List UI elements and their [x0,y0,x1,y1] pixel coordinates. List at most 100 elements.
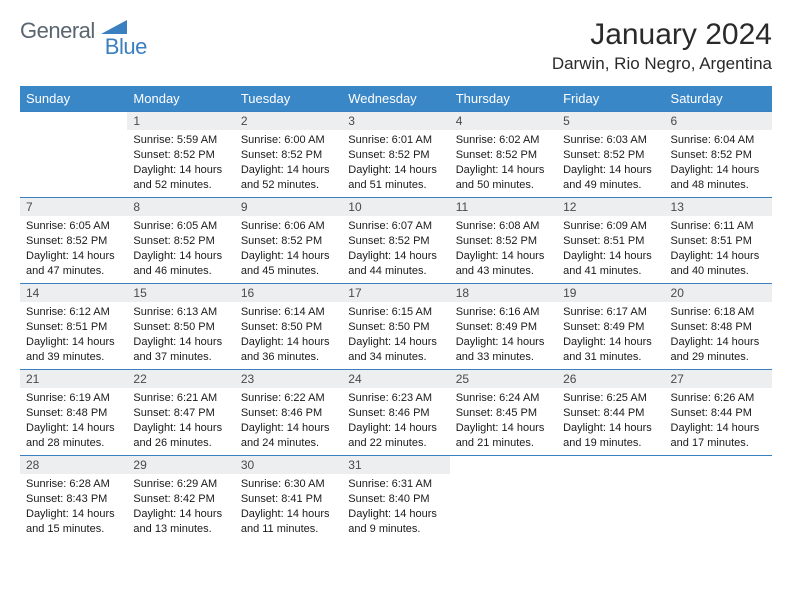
day-number: 18 [450,284,557,302]
calendar-day-cell: 23Sunrise: 6:22 AMSunset: 8:46 PMDayligh… [235,370,342,456]
sunset-line: Sunset: 8:50 PM [241,320,336,335]
calendar-day-cell: 27Sunrise: 6:26 AMSunset: 8:44 PMDayligh… [665,370,772,456]
calendar-day-cell: 28Sunrise: 6:28 AMSunset: 8:43 PMDayligh… [20,456,127,542]
sunrise-line: Sunrise: 6:00 AM [241,133,336,148]
sunrise-line: Sunrise: 6:09 AM [563,219,658,234]
sunset-line: Sunset: 8:42 PM [133,492,228,507]
day-number: 8 [127,198,234,216]
day-content: Sunrise: 6:11 AMSunset: 8:51 PMDaylight:… [665,216,772,282]
daylight-line: Daylight: 14 hours and 22 minutes. [348,421,443,451]
daylight-line: Daylight: 14 hours and 40 minutes. [671,249,766,279]
sunrise-line: Sunrise: 6:15 AM [348,305,443,320]
sunrise-line: Sunrise: 5:59 AM [133,133,228,148]
day-content: Sunrise: 6:17 AMSunset: 8:49 PMDaylight:… [557,302,664,368]
sunset-line: Sunset: 8:51 PM [563,234,658,249]
daylight-line: Daylight: 14 hours and 44 minutes. [348,249,443,279]
daylight-line: Daylight: 14 hours and 13 minutes. [133,507,228,537]
weekday-header: Tuesday [235,86,342,112]
calendar-day-cell: 18Sunrise: 6:16 AMSunset: 8:49 PMDayligh… [450,284,557,370]
day-number: 6 [665,112,772,130]
daylight-line: Daylight: 14 hours and 43 minutes. [456,249,551,279]
calendar-week-row: 28Sunrise: 6:28 AMSunset: 8:43 PMDayligh… [20,456,772,542]
day-number: 7 [20,198,127,216]
sunset-line: Sunset: 8:44 PM [563,406,658,421]
sunset-line: Sunset: 8:47 PM [133,406,228,421]
sunset-line: Sunset: 8:46 PM [348,406,443,421]
calendar-day-cell: 3Sunrise: 6:01 AMSunset: 8:52 PMDaylight… [342,112,449,198]
sunset-line: Sunset: 8:52 PM [241,148,336,163]
sunset-line: Sunset: 8:52 PM [133,148,228,163]
day-content: Sunrise: 6:13 AMSunset: 8:50 PMDaylight:… [127,302,234,368]
sunrise-line: Sunrise: 6:05 AM [133,219,228,234]
sunset-line: Sunset: 8:51 PM [671,234,766,249]
day-content: Sunrise: 6:05 AMSunset: 8:52 PMDaylight:… [20,216,127,282]
sunset-line: Sunset: 8:43 PM [26,492,121,507]
sunset-line: Sunset: 8:52 PM [671,148,766,163]
daylight-line: Daylight: 14 hours and 31 minutes. [563,335,658,365]
daylight-line: Daylight: 14 hours and 46 minutes. [133,249,228,279]
day-number: 13 [665,198,772,216]
day-number: 11 [450,198,557,216]
daylight-line: Daylight: 14 hours and 28 minutes. [26,421,121,451]
calendar-day-cell: 13Sunrise: 6:11 AMSunset: 8:51 PMDayligh… [665,198,772,284]
day-number: 12 [557,198,664,216]
sunset-line: Sunset: 8:52 PM [241,234,336,249]
day-content: Sunrise: 6:02 AMSunset: 8:52 PMDaylight:… [450,130,557,196]
month-title: January 2024 [552,18,772,52]
sunset-line: Sunset: 8:52 PM [26,234,121,249]
sunrise-line: Sunrise: 6:30 AM [241,477,336,492]
calendar-day-cell: 26Sunrise: 6:25 AMSunset: 8:44 PMDayligh… [557,370,664,456]
day-number: 2 [235,112,342,130]
calendar-empty-cell [557,456,664,542]
calendar-day-cell: 7Sunrise: 6:05 AMSunset: 8:52 PMDaylight… [20,198,127,284]
daylight-line: Daylight: 14 hours and 34 minutes. [348,335,443,365]
calendar-day-cell: 12Sunrise: 6:09 AMSunset: 8:51 PMDayligh… [557,198,664,284]
day-number: 9 [235,198,342,216]
weekday-header-row: SundayMondayTuesdayWednesdayThursdayFrid… [20,86,772,112]
day-content: Sunrise: 6:00 AMSunset: 8:52 PMDaylight:… [235,130,342,196]
daylight-line: Daylight: 14 hours and 50 minutes. [456,163,551,193]
logo-text-blue: Blue [105,34,147,60]
day-content: Sunrise: 6:24 AMSunset: 8:45 PMDaylight:… [450,388,557,454]
calendar-day-cell: 14Sunrise: 6:12 AMSunset: 8:51 PMDayligh… [20,284,127,370]
day-content: Sunrise: 6:29 AMSunset: 8:42 PMDaylight:… [127,474,234,540]
day-number: 3 [342,112,449,130]
weekday-header: Wednesday [342,86,449,112]
calendar-week-row: 7Sunrise: 6:05 AMSunset: 8:52 PMDaylight… [20,198,772,284]
sunset-line: Sunset: 8:52 PM [133,234,228,249]
day-content: Sunrise: 6:23 AMSunset: 8:46 PMDaylight:… [342,388,449,454]
sunrise-line: Sunrise: 6:26 AM [671,391,766,406]
weekday-header: Monday [127,86,234,112]
calendar-day-cell: 11Sunrise: 6:08 AMSunset: 8:52 PMDayligh… [450,198,557,284]
calendar-day-cell: 20Sunrise: 6:18 AMSunset: 8:48 PMDayligh… [665,284,772,370]
sunset-line: Sunset: 8:52 PM [348,148,443,163]
logo-text-general: General [20,18,95,44]
day-number: 31 [342,456,449,474]
sunrise-line: Sunrise: 6:19 AM [26,391,121,406]
day-number: 17 [342,284,449,302]
day-content: Sunrise: 6:05 AMSunset: 8:52 PMDaylight:… [127,216,234,282]
day-number: 29 [127,456,234,474]
sunrise-line: Sunrise: 6:01 AM [348,133,443,148]
day-number: 19 [557,284,664,302]
day-content: Sunrise: 6:28 AMSunset: 8:43 PMDaylight:… [20,474,127,540]
calendar-day-cell: 4Sunrise: 6:02 AMSunset: 8:52 PMDaylight… [450,112,557,198]
header: General Blue January 2024 Darwin, Rio Ne… [20,18,772,74]
logo: General Blue [20,18,147,60]
calendar-day-cell: 9Sunrise: 6:06 AMSunset: 8:52 PMDaylight… [235,198,342,284]
sunset-line: Sunset: 8:49 PM [563,320,658,335]
day-number: 28 [20,456,127,474]
sunset-line: Sunset: 8:52 PM [348,234,443,249]
day-number: 25 [450,370,557,388]
day-content: Sunrise: 6:22 AMSunset: 8:46 PMDaylight:… [235,388,342,454]
weekday-header: Saturday [665,86,772,112]
sunset-line: Sunset: 8:48 PM [671,320,766,335]
day-content: Sunrise: 6:12 AMSunset: 8:51 PMDaylight:… [20,302,127,368]
day-content: Sunrise: 6:30 AMSunset: 8:41 PMDaylight:… [235,474,342,540]
day-number: 14 [20,284,127,302]
day-number: 30 [235,456,342,474]
day-number: 23 [235,370,342,388]
day-content: Sunrise: 6:19 AMSunset: 8:48 PMDaylight:… [20,388,127,454]
calendar-week-row: 21Sunrise: 6:19 AMSunset: 8:48 PMDayligh… [20,370,772,456]
calendar-week-row: 1Sunrise: 5:59 AMSunset: 8:52 PMDaylight… [20,112,772,198]
